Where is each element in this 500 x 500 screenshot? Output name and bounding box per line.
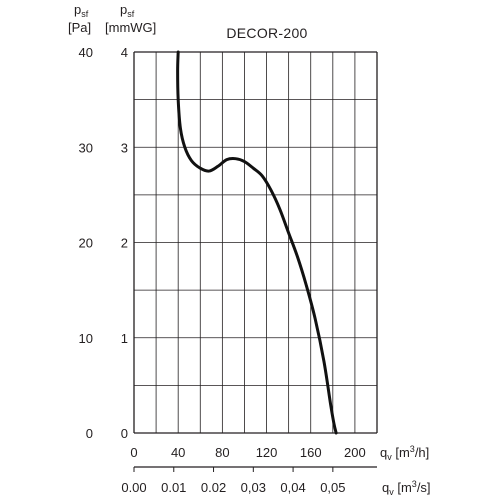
m3s-axis-label: qv [m3/s]: [382, 479, 431, 497]
mmwg-axis-unit: [mmWG]: [105, 20, 156, 35]
pa-tick-label: 10: [79, 331, 93, 346]
m3h-tick-label: 200: [344, 445, 366, 460]
mmwg-tick-label: 3: [121, 140, 128, 155]
mmwg-tick-label: 1: [121, 331, 128, 346]
m3s-tick-label: 0,04: [280, 480, 305, 495]
m3s-tick-label: 0.02: [201, 480, 226, 495]
pa-tick-label: 20: [79, 236, 93, 251]
mmwg-tick-label: 0: [121, 426, 128, 441]
plot-grid: [133, 51, 378, 472]
chart-title: DECOR-200: [226, 25, 307, 41]
pressure-flow-curve: [176, 50, 338, 435]
mmwg-tick-label: 4: [121, 45, 128, 60]
m3h-axis-label: qv [m3/h]: [380, 444, 429, 462]
m3s-tick-label: 0,03: [241, 480, 266, 495]
m3h-tick-label: 80: [215, 445, 229, 460]
m3h-tick-label: 160: [300, 445, 322, 460]
mmwg-axis-symbol: psf: [120, 2, 135, 19]
m3h-tick-label: 120: [256, 445, 278, 460]
m3s-tick-label: 0,05: [320, 480, 345, 495]
m3h-tick-label: 40: [171, 445, 185, 460]
pa-axis-unit: [Pa]: [68, 20, 91, 35]
pa-axis-symbol: psf: [74, 2, 89, 19]
pa-tick-label: 40: [79, 45, 93, 60]
pa-tick-label: 0: [86, 426, 93, 441]
pa-tick-label: 30: [79, 140, 93, 155]
m3s-tick-label: 0.00: [121, 480, 146, 495]
m3h-tick-label: 0: [130, 445, 137, 460]
m3s-tick-label: 0.01: [161, 480, 186, 495]
axis-headers: psf[Pa]psf[mmWG]qv [m3/h]qv [m3/s]: [68, 2, 431, 497]
mmwg-tick-label: 2: [121, 236, 128, 251]
